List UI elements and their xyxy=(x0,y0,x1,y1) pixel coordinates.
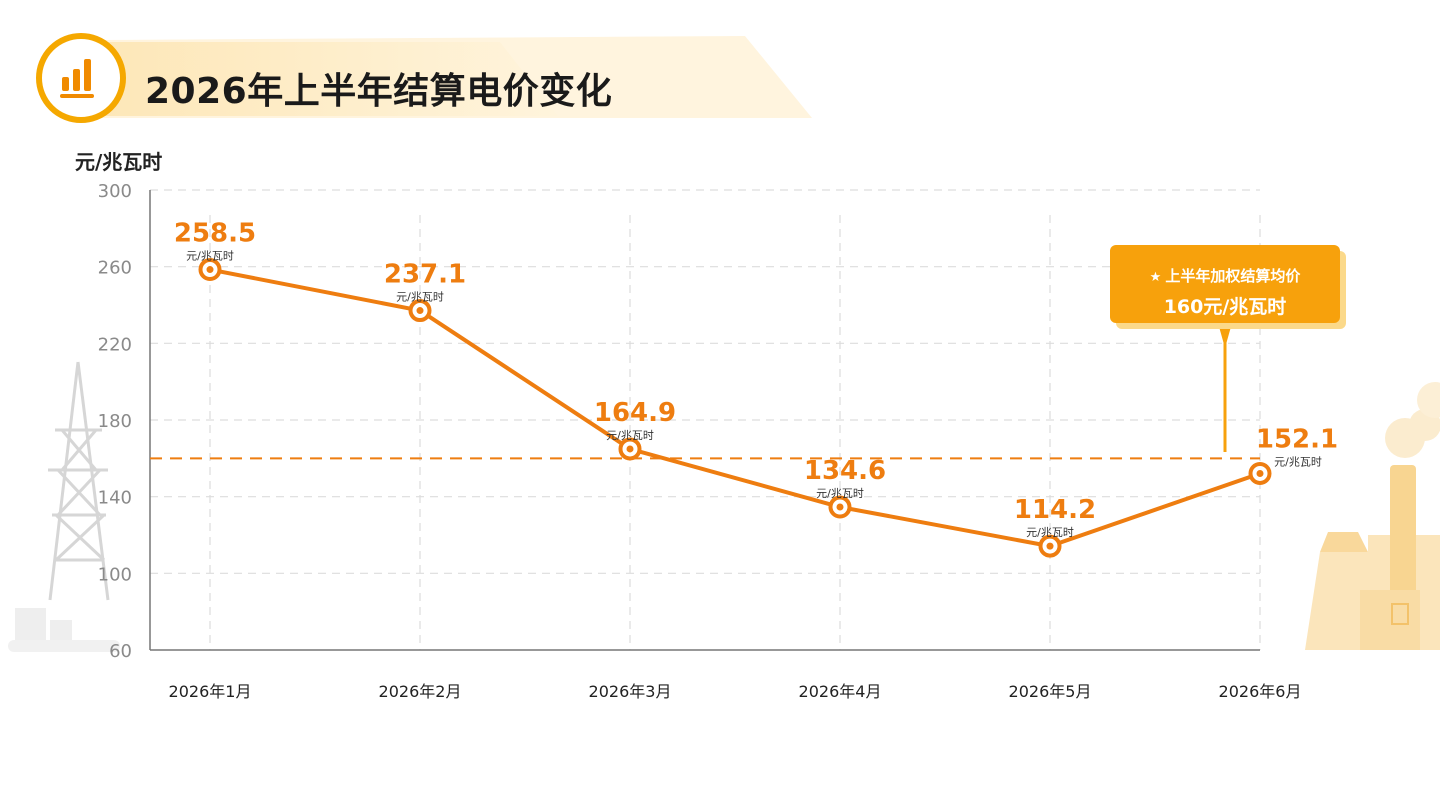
data-point-marker-center xyxy=(1256,469,1264,477)
data-label-unit: 元/兆瓦时 xyxy=(1026,526,1074,539)
callout-pointer xyxy=(1218,323,1232,348)
data-point-marker-center xyxy=(416,307,424,315)
y-tick-label: 220 xyxy=(98,334,132,355)
page-title: 2026年上半年结算电价变化 xyxy=(145,71,613,112)
x-tick-label: 2026年2月 xyxy=(379,682,462,701)
data-label: 114.2 xyxy=(1014,495,1096,525)
y-axis-unit-label: 元/兆瓦时 xyxy=(75,150,163,174)
header-banner xyxy=(100,36,812,118)
average-price-callout: ★ 上半年加权结算均价 160元/兆瓦时 xyxy=(1110,245,1340,323)
y-tick-label: 60 xyxy=(109,641,132,662)
average-callout-title: 上半年加权结算均价 xyxy=(1165,267,1301,285)
y-tick-label: 140 xyxy=(98,488,132,509)
data-label-unit: 元/兆瓦时 xyxy=(186,250,234,263)
data-label: 152.1 xyxy=(1256,424,1338,454)
x-tick-label: 2026年4月 xyxy=(799,682,882,701)
data-point-marker-center xyxy=(206,266,214,274)
average-callout-value: 160元/兆瓦时 xyxy=(1163,296,1287,318)
data-point-marker-center xyxy=(626,445,634,453)
x-tick-label: 2026年1月 xyxy=(169,682,252,701)
data-label: 134.6 xyxy=(804,456,886,486)
left-ground-decoration xyxy=(8,608,120,652)
y-tick-label: 300 xyxy=(98,181,132,202)
data-label-unit: 元/兆瓦时 xyxy=(606,429,654,442)
y-tick-label: 260 xyxy=(98,258,132,279)
data-label-unit: 元/兆瓦时 xyxy=(816,487,864,500)
y-tick-label: 100 xyxy=(98,564,132,585)
star-icon: ★ xyxy=(1149,270,1162,285)
x-tick-label: 2026年3月 xyxy=(589,682,672,701)
data-point-marker-center xyxy=(836,503,844,511)
y-tick-label: 180 xyxy=(98,411,132,432)
data-label: 258.5 xyxy=(174,219,256,249)
data-label: 237.1 xyxy=(384,260,466,290)
data-label: 164.9 xyxy=(594,398,676,428)
x-tick-label: 2026年6月 xyxy=(1219,682,1302,701)
price-series-line xyxy=(209,267,1261,549)
data-label-unit: 元/兆瓦时 xyxy=(1274,455,1322,468)
bar-chart-icon xyxy=(36,33,126,123)
data-label-unit: 元/兆瓦时 xyxy=(396,291,444,304)
factory-icon xyxy=(1305,382,1440,650)
data-point-marker-center xyxy=(1046,542,1054,550)
x-tick-label: 2026年5月 xyxy=(1009,682,1092,701)
power-tower-icon xyxy=(48,361,110,601)
